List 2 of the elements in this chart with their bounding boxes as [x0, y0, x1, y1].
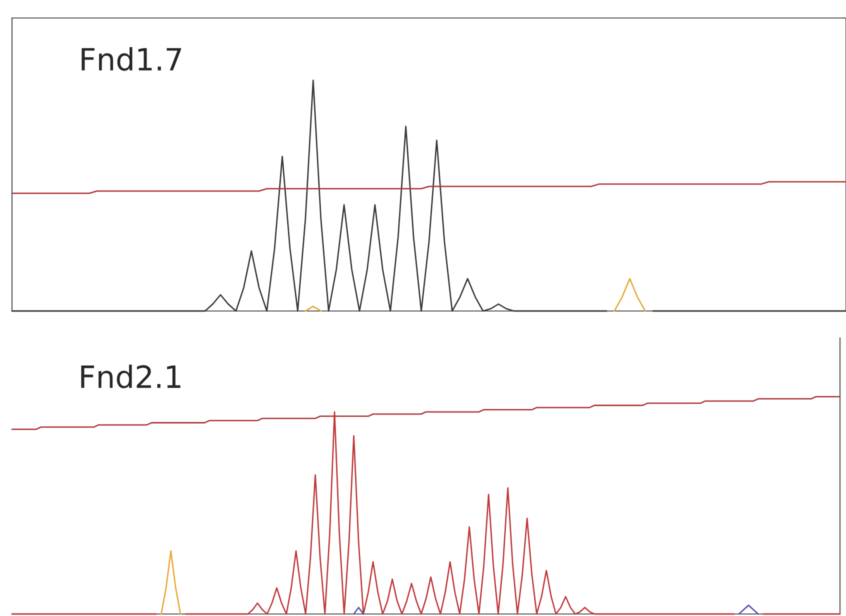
chart-title: Fnd2.1	[81, 364, 180, 388]
chart-title: Fnd1.7	[82, 47, 182, 71]
